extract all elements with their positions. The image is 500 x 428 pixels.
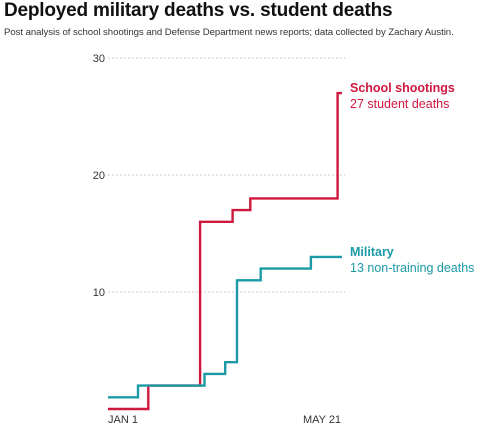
school-shootings-annotation: 27 student deaths [350, 97, 449, 111]
gridlines [108, 57, 345, 293]
y-axis: 10 20 30 [93, 53, 105, 299]
series-layer [108, 91, 342, 411]
school-shootings-label: School shootings [350, 81, 455, 95]
y-tick-label: 20 [93, 170, 105, 182]
y-tick-label: 30 [93, 53, 105, 65]
series-labels: School shootings 27 student deaths Militar… [350, 81, 474, 275]
y-tick-label: 10 [93, 287, 105, 299]
military-annotation: 13 non-training deaths [350, 261, 474, 275]
chart-title: Deployed military deaths vs. student dea… [4, 0, 393, 21]
series-line-school-shootings [108, 91, 342, 411]
military-label: Military [350, 245, 394, 259]
x-axis: JAN 1 MAY 21 [108, 414, 341, 426]
chart-subtitle: Post analysis of school shootings and De… [4, 27, 454, 38]
x-tick-label: MAY 21 [303, 414, 341, 426]
x-tick-label: JAN 1 [108, 414, 138, 426]
series-line-military [108, 255, 342, 399]
